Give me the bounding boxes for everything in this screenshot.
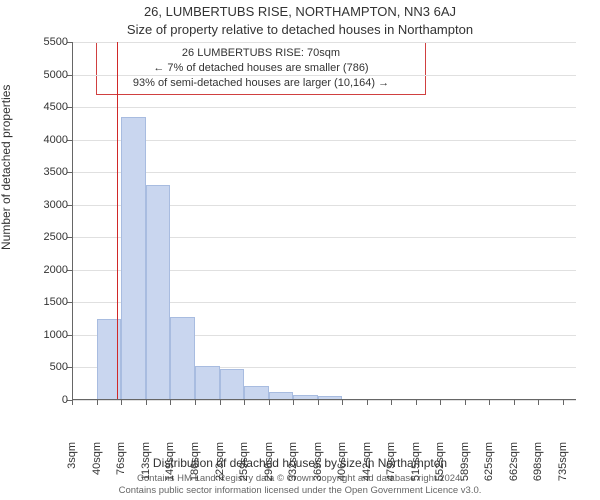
- gridline-h: [72, 42, 576, 43]
- ytick-label: 1000: [28, 329, 68, 341]
- histogram-bar: [121, 117, 146, 400]
- ytick-label: 500: [28, 361, 68, 373]
- gridline-h: [72, 75, 576, 76]
- xtick-mark: [489, 400, 490, 405]
- x-axis-line: [72, 399, 576, 400]
- xtick-label: 479sqm: [385, 442, 397, 482]
- xtick-mark: [465, 400, 466, 405]
- ytick-label: 1500: [28, 296, 68, 308]
- ytick-label: 5500: [28, 36, 68, 48]
- xtick-label: 223sqm: [214, 442, 226, 482]
- xtick-mark: [563, 400, 564, 405]
- histogram-bar: [170, 317, 195, 400]
- gridline-h: [72, 400, 576, 401]
- histogram-bar: [244, 386, 269, 400]
- xtick-label: 40sqm: [91, 442, 103, 482]
- ytick-label: 0: [28, 394, 68, 406]
- xtick-mark: [342, 400, 343, 405]
- gridline-h: [72, 107, 576, 108]
- gridline-h: [72, 172, 576, 173]
- xtick-label: 186sqm: [189, 442, 201, 482]
- xtick-mark: [318, 400, 319, 405]
- xtick-label: 369sqm: [312, 442, 324, 482]
- xtick-mark: [121, 400, 122, 405]
- xtick-label: 296sqm: [263, 442, 275, 482]
- xtick-label: 625sqm: [483, 442, 495, 482]
- xtick-label: 662sqm: [508, 442, 520, 482]
- xtick-mark: [514, 400, 515, 405]
- ytick-label: 3000: [28, 199, 68, 211]
- histogram-bar: [146, 185, 170, 400]
- xtick-mark: [416, 400, 417, 405]
- page-title: 26, LUMBERTUBS RISE, NORTHAMPTON, NN3 6A…: [0, 4, 600, 19]
- xtick-label: 698sqm: [532, 442, 544, 482]
- xtick-mark: [220, 400, 221, 405]
- footer-line-2: Contains public sector information licen…: [0, 485, 600, 496]
- ytick-label: 2500: [28, 231, 68, 243]
- y-axis-label: Number of detached properties: [0, 85, 13, 250]
- xtick-mark: [293, 400, 294, 405]
- xtick-mark: [440, 400, 441, 405]
- gridline-h: [72, 140, 576, 141]
- xtick-mark: [391, 400, 392, 405]
- marker-line: [117, 42, 118, 400]
- xtick-mark: [538, 400, 539, 405]
- xtick-mark: [269, 400, 270, 405]
- xtick-label: 113sqm: [140, 442, 152, 482]
- xtick-mark: [72, 400, 73, 405]
- xtick-label: 735sqm: [557, 442, 569, 482]
- xtick-label: 515sqm: [410, 442, 422, 482]
- chart-plot-area: [72, 42, 576, 400]
- xtick-mark: [170, 400, 171, 405]
- xtick-mark: [244, 400, 245, 405]
- xtick-label: 406sqm: [336, 442, 348, 482]
- xtick-label: 332sqm: [287, 442, 299, 482]
- ytick-label: 5000: [28, 69, 68, 81]
- xtick-mark: [367, 400, 368, 405]
- xtick-label: 442sqm: [361, 442, 373, 482]
- histogram-bar: [195, 366, 220, 400]
- xtick-mark: [195, 400, 196, 405]
- ytick-label: 2000: [28, 264, 68, 276]
- xtick-label: 76sqm: [115, 442, 127, 482]
- xtick-label: 149sqm: [164, 442, 176, 482]
- xtick-label: 3sqm: [66, 442, 78, 482]
- xtick-label: 552sqm: [434, 442, 446, 482]
- page-subtitle: Size of property relative to detached ho…: [0, 22, 600, 37]
- histogram-bar: [220, 369, 244, 400]
- xtick-label: 589sqm: [459, 442, 471, 482]
- xtick-label: 259sqm: [238, 442, 250, 482]
- ytick-label: 3500: [28, 166, 68, 178]
- xtick-mark: [146, 400, 147, 405]
- y-axis-line: [72, 42, 73, 400]
- ytick-label: 4000: [28, 134, 68, 146]
- ytick-label: 4500: [28, 101, 68, 113]
- xtick-mark: [97, 400, 98, 405]
